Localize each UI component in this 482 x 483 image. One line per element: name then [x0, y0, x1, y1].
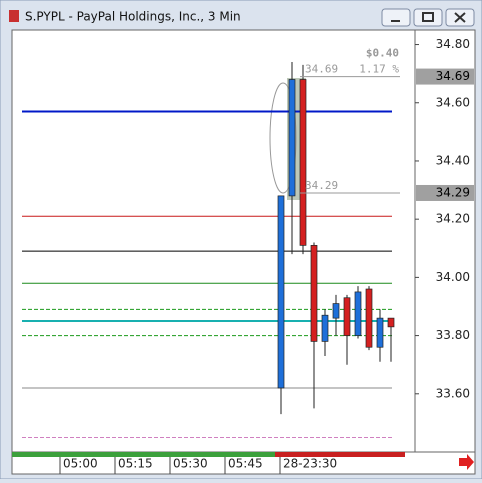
candle-body — [277, 195, 285, 389]
minimize-button[interactable] — [381, 8, 411, 27]
candle-body — [288, 79, 296, 197]
candle-body — [310, 245, 318, 342]
axis-price-box — [416, 184, 474, 201]
y-tick-label: 33.60 — [436, 386, 470, 400]
x-tick-label: 05:00 — [63, 457, 98, 471]
candle-body — [376, 317, 384, 348]
axis-price-label: 34.69 — [436, 69, 470, 83]
axis-price-label: 34.29 — [436, 185, 470, 199]
x-tick-label: 05:45 — [228, 457, 263, 471]
axis-price-box — [416, 68, 474, 85]
candle-body — [299, 79, 307, 246]
candle-body — [365, 288, 373, 348]
y-tick-label: 34.60 — [436, 95, 470, 109]
candle-body — [343, 297, 351, 336]
y-tick-label: 33.80 — [436, 328, 470, 342]
window-buttons[interactable] — [381, 8, 475, 27]
session-bar-red — [275, 452, 405, 457]
plot-area — [11, 29, 416, 453]
measure-change: $0.40 — [366, 47, 399, 60]
close-icon — [454, 12, 466, 23]
measure-label: 34.69 — [305, 63, 338, 76]
x-tick-label: 05:15 — [118, 457, 153, 471]
candle-body — [387, 317, 395, 328]
selection-ellipse — [269, 82, 297, 194]
y-tick-label: 34.00 — [436, 270, 470, 284]
maximize-button[interactable] — [413, 8, 443, 27]
measure-percent: 1.17 % — [359, 63, 399, 76]
x-tick-label: 28-23:30 — [283, 457, 337, 471]
app-icon — [9, 10, 19, 22]
x-tick-label: 05:30 — [173, 457, 208, 471]
window-title: S.PYPL - PayPal Holdings, Inc., 3 Min — [25, 10, 241, 24]
y-tick-label: 34.40 — [436, 153, 470, 167]
y-tick-label: 34.20 — [436, 212, 470, 226]
session-bar-green — [12, 452, 275, 457]
maximize-icon — [422, 12, 434, 22]
candle-body — [321, 314, 329, 342]
price-axis — [414, 29, 476, 453]
measure-label: 34.29 — [305, 179, 338, 192]
y-tick-label: 34.80 — [436, 37, 470, 51]
candle-body — [332, 303, 340, 319]
candle-body — [354, 291, 362, 336]
scroll-arrow[interactable] — [459, 454, 474, 470]
